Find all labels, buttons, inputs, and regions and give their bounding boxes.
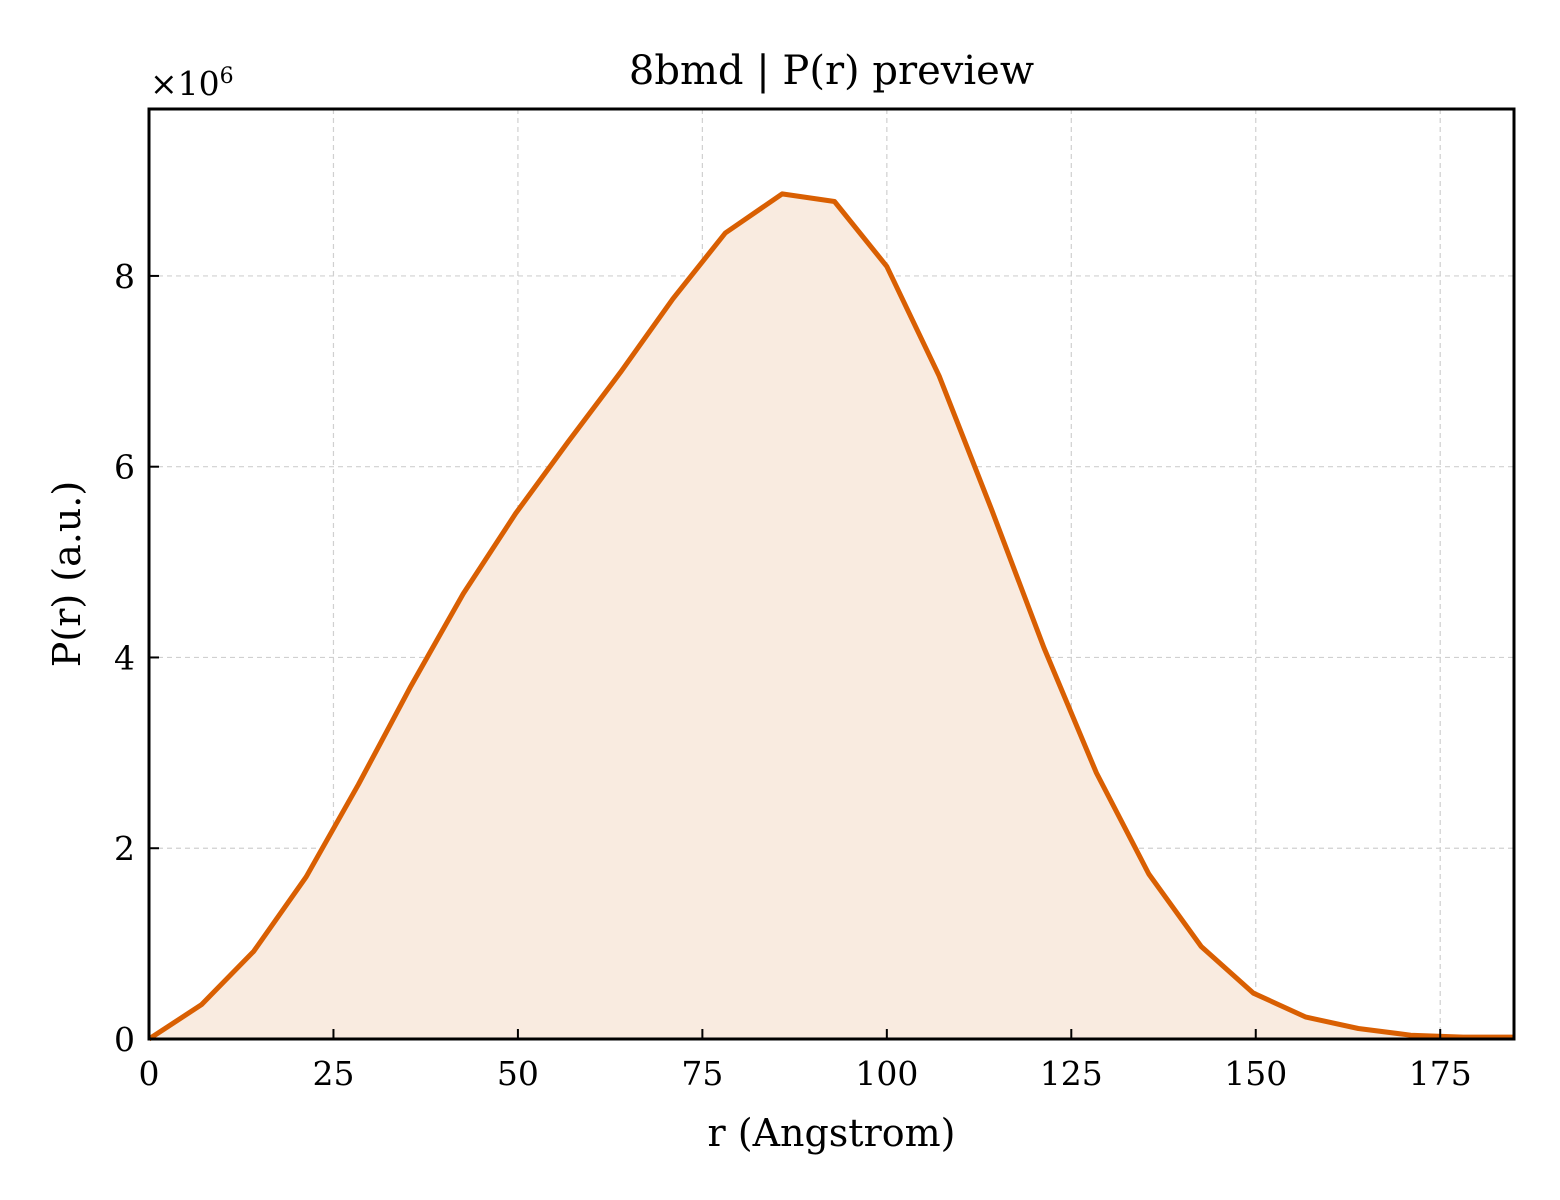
x-tick-label: 0: [139, 1054, 160, 1093]
series-line: [147, 191, 1514, 1042]
y-tick-label: 6: [114, 448, 135, 487]
y-axis-multiplier: ×106: [150, 64, 234, 103]
x-tick-label: 100: [855, 1054, 918, 1093]
x-tick-label: 50: [497, 1054, 539, 1093]
series-line-layer: [147, 191, 1514, 1042]
y-tick-label: 0: [114, 1020, 135, 1059]
y-axis-multiplier-exponent: 6: [220, 64, 234, 89]
area-fill: [149, 193, 1514, 1039]
y-tick-label: 2: [114, 829, 135, 868]
y-tick-label: 4: [114, 638, 135, 677]
chart-title: 8bmd | P(r) preview: [629, 48, 1034, 94]
tick-layer: 0 25 50 75 100 125 150 175 0 2 4 6 8: [114, 257, 1472, 1093]
x-tick-label: 175: [1409, 1054, 1472, 1093]
x-tick-label: 25: [312, 1054, 354, 1093]
x-tick-label: 125: [1040, 1054, 1103, 1093]
y-axis-multiplier-base: ×10: [150, 64, 220, 103]
y-tick-label: 8: [114, 257, 135, 296]
plot-frame: [147, 107, 1516, 1041]
area-fill-layer: [149, 193, 1514, 1039]
y-axis-label: P(r) (a.u.): [45, 481, 89, 667]
x-tick-label: 75: [681, 1054, 723, 1093]
x-axis-label: r (Angstrom): [708, 1111, 956, 1155]
x-tick-label: 150: [1224, 1054, 1287, 1093]
